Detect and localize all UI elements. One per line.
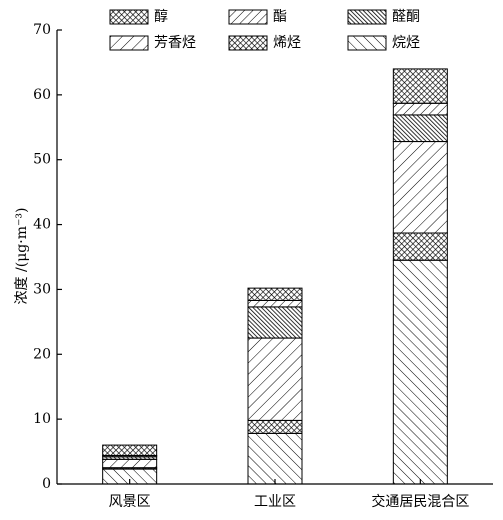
bar-segment bbox=[392, 259, 448, 485]
bar-segment bbox=[392, 114, 448, 143]
legend-label: 醇 bbox=[154, 8, 168, 25]
bar-segment bbox=[247, 287, 303, 301]
legend-swatch bbox=[228, 35, 268, 51]
legend-swatch bbox=[347, 35, 387, 51]
bar-segment bbox=[392, 102, 448, 116]
y-tick-label: 0 bbox=[42, 476, 51, 492]
legend-label: 烷烃 bbox=[392, 35, 420, 51]
bar-segment bbox=[247, 306, 303, 339]
y-tick-label: 20 bbox=[33, 346, 51, 362]
legend-swatch bbox=[109, 9, 149, 25]
y-tick-label: 10 bbox=[33, 411, 51, 427]
legend-label: 酯 bbox=[273, 9, 287, 25]
y-tick-label: 30 bbox=[33, 281, 51, 297]
y-tick-label: 60 bbox=[33, 87, 51, 103]
bar-segment bbox=[247, 299, 303, 308]
bar-segment bbox=[392, 232, 448, 261]
y-tick-label: 40 bbox=[33, 217, 51, 233]
bar-segment bbox=[247, 419, 303, 434]
bar-segment bbox=[392, 68, 448, 104]
bar-segment bbox=[102, 458, 158, 469]
y-tick-label: 50 bbox=[33, 152, 51, 168]
legend-swatch bbox=[228, 9, 268, 25]
bar-segment bbox=[102, 444, 158, 456]
legend-swatch bbox=[347, 9, 387, 25]
legend-label: 烯烃 bbox=[273, 35, 301, 51]
legend-swatch bbox=[109, 35, 149, 51]
y-axis-label: 浓度 /(μg·m⁻³) bbox=[14, 208, 30, 305]
bar-segment bbox=[247, 337, 303, 421]
bar-segment bbox=[392, 141, 448, 234]
y-tick-label: 70 bbox=[33, 22, 51, 38]
legend-label: 芳香烃 bbox=[154, 34, 196, 51]
legend-label: 醛酮 bbox=[392, 9, 420, 25]
x-tick-label: 交通居民混合区 bbox=[371, 493, 469, 510]
bar-segment bbox=[247, 432, 303, 485]
x-tick-label: 工业区 bbox=[254, 494, 296, 510]
x-tick-label: 风景区 bbox=[109, 494, 151, 510]
bar-segment bbox=[102, 468, 158, 485]
